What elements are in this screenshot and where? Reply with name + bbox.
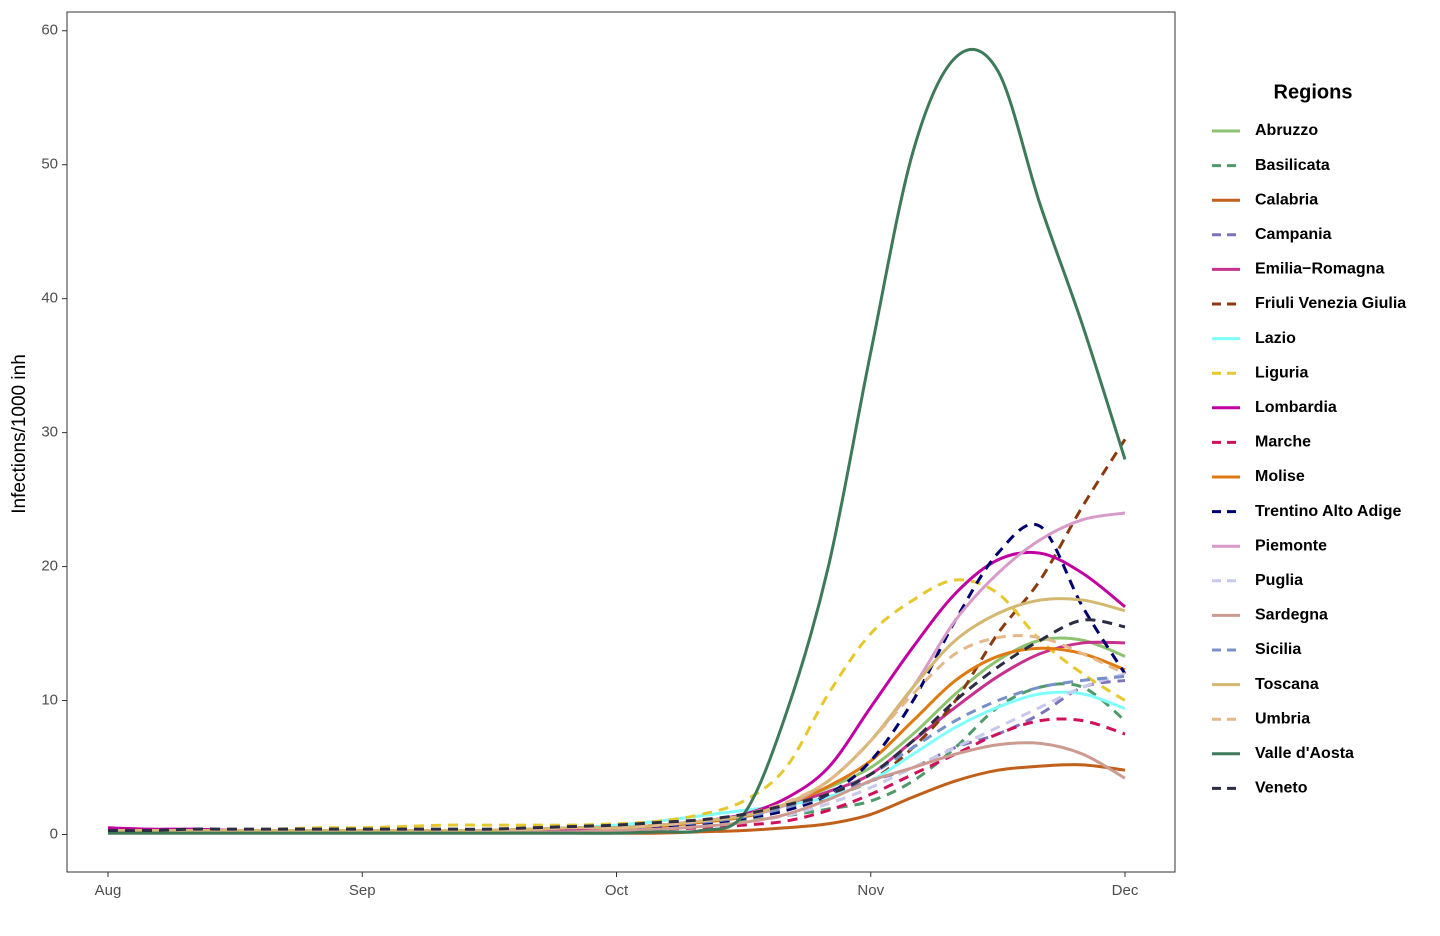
legend-label: Umbria bbox=[1255, 710, 1310, 727]
legend-label: Campania bbox=[1255, 226, 1332, 243]
series-line bbox=[107, 47, 1127, 835]
legend-label: Emilia−Romagna bbox=[1255, 261, 1384, 278]
legend-label: Sardegna bbox=[1255, 607, 1328, 624]
y-tick-label: 60 bbox=[41, 22, 58, 39]
legend-label: Liguria bbox=[1255, 364, 1308, 381]
legend-label: Molise bbox=[1255, 468, 1305, 485]
legend-label: Toscana bbox=[1255, 676, 1319, 693]
legend-label: Basilicata bbox=[1255, 157, 1330, 174]
series-line bbox=[107, 741, 1126, 834]
legend-label: Marche bbox=[1255, 434, 1311, 451]
series-line bbox=[107, 678, 1126, 834]
y-axis-title: Infections/1000 inh bbox=[9, 354, 30, 514]
y-tick-label: 20 bbox=[41, 558, 58, 575]
legend-label: Veneto bbox=[1255, 780, 1308, 797]
series-line bbox=[107, 618, 1126, 833]
legend-label: Friuli Venezia Giulia bbox=[1255, 295, 1406, 312]
x-tick-label: Sep bbox=[349, 882, 376, 899]
series-line bbox=[107, 682, 1126, 834]
plot-frame bbox=[66, 11, 1176, 873]
y-tick-label: 30 bbox=[41, 424, 58, 441]
legend-label: Calabria bbox=[1255, 191, 1318, 208]
series-line bbox=[107, 438, 1127, 834]
series-line bbox=[107, 672, 1126, 834]
series-line bbox=[107, 550, 1126, 833]
y-tick-label: 0 bbox=[50, 825, 58, 842]
legend-label: Sicilia bbox=[1255, 641, 1301, 658]
series-line bbox=[107, 578, 1126, 833]
y-tick-label: 50 bbox=[41, 156, 58, 173]
series-line bbox=[107, 646, 1126, 833]
legend-label: Valle d'Aosta bbox=[1255, 745, 1354, 762]
series-line bbox=[107, 634, 1126, 833]
x-tick-label: Oct bbox=[605, 882, 629, 899]
legend-label: Abruzzo bbox=[1255, 122, 1318, 139]
legend-label: Piemonte bbox=[1255, 537, 1327, 554]
legend-label: Trentino Alto Adige bbox=[1255, 503, 1401, 520]
series-line bbox=[107, 763, 1126, 835]
y-tick-label: 40 bbox=[41, 290, 58, 307]
y-tick-label: 10 bbox=[41, 692, 58, 709]
legend-label: Puglia bbox=[1255, 572, 1303, 589]
x-tick-label: Dec bbox=[1112, 882, 1139, 899]
x-tick-label: Nov bbox=[857, 882, 884, 899]
x-tick-label: Aug bbox=[95, 882, 122, 899]
series-line bbox=[107, 674, 1126, 833]
series-line bbox=[107, 636, 1126, 833]
legend-label: Lombardia bbox=[1255, 399, 1337, 416]
legend-title: Regions bbox=[1274, 81, 1353, 103]
series-line bbox=[107, 597, 1126, 833]
legend-label: Lazio bbox=[1255, 330, 1296, 347]
